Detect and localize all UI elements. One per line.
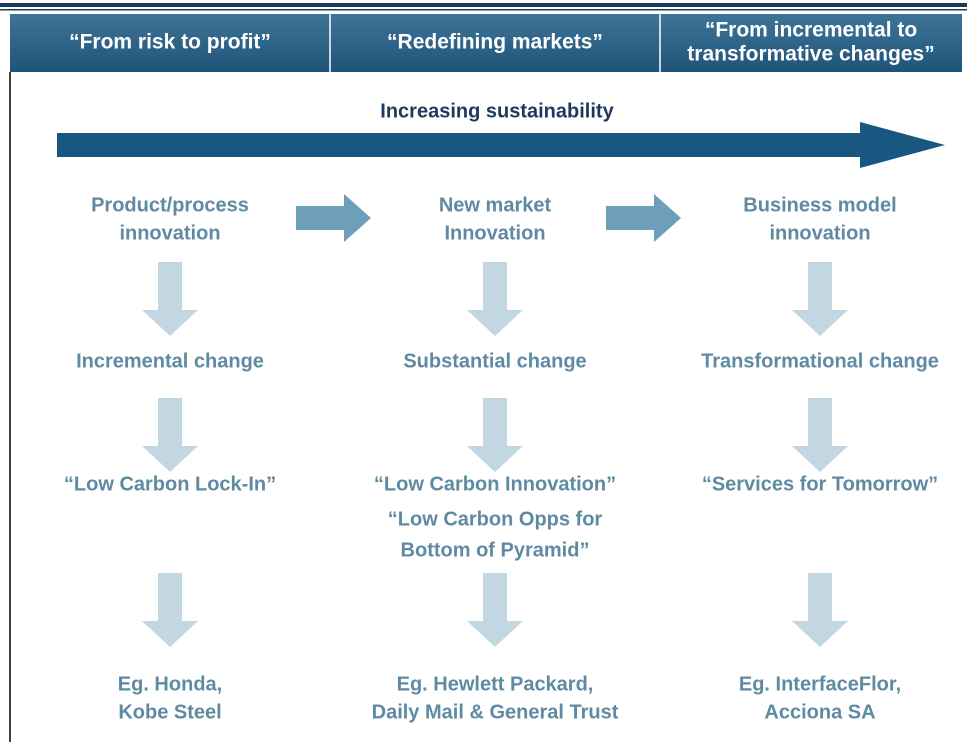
down-arrow	[792, 573, 848, 647]
top-rule-thin	[0, 9, 967, 11]
innovation: innovation	[769, 222, 870, 244]
down-arrow	[142, 398, 198, 472]
header-cell: “From risk to profit”	[69, 31, 271, 54]
example: Kobe Steel	[118, 701, 221, 723]
down-arrow	[792, 398, 848, 472]
header-bar	[10, 14, 962, 72]
change: Substantial change	[403, 350, 586, 372]
down-arrow	[467, 262, 523, 336]
sustainability-arrow	[57, 122, 945, 168]
innovation: New market	[439, 194, 552, 216]
down-arrow	[467, 573, 523, 647]
example: Eg. Hewlett Packard,	[397, 673, 594, 695]
change: Transformational change	[701, 350, 939, 372]
header-cell: “From incremental to	[705, 19, 917, 42]
down-arrow	[142, 573, 198, 647]
example: Eg. InterfaceFlor,	[739, 673, 901, 695]
label: “Low Carbon Opps for	[388, 508, 603, 530]
down-arrow	[142, 262, 198, 336]
header-cell: “Redefining markets”	[387, 31, 603, 54]
change: Incremental change	[76, 350, 264, 372]
innovation: Innovation	[444, 222, 545, 244]
top-rule	[0, 3, 967, 7]
example: Acciona SA	[764, 701, 875, 723]
down-arrow	[467, 398, 523, 472]
example: Daily Mail & General Trust	[372, 701, 619, 723]
innovation: Product/process	[91, 194, 249, 216]
innovation: Business model	[743, 194, 896, 216]
innovation: innovation	[119, 222, 220, 244]
example: Eg. Honda,	[118, 673, 222, 695]
label: “Services for Tomorrow”	[702, 473, 938, 495]
label: Bottom of Pyramid”	[401, 539, 590, 561]
title: Increasing sustainability	[380, 100, 614, 122]
label: “Low Carbon Innovation”	[374, 473, 616, 495]
label: “Low Carbon Lock-In”	[64, 473, 276, 495]
header-cell: transformative changes”	[687, 43, 934, 66]
down-arrow	[792, 262, 848, 336]
